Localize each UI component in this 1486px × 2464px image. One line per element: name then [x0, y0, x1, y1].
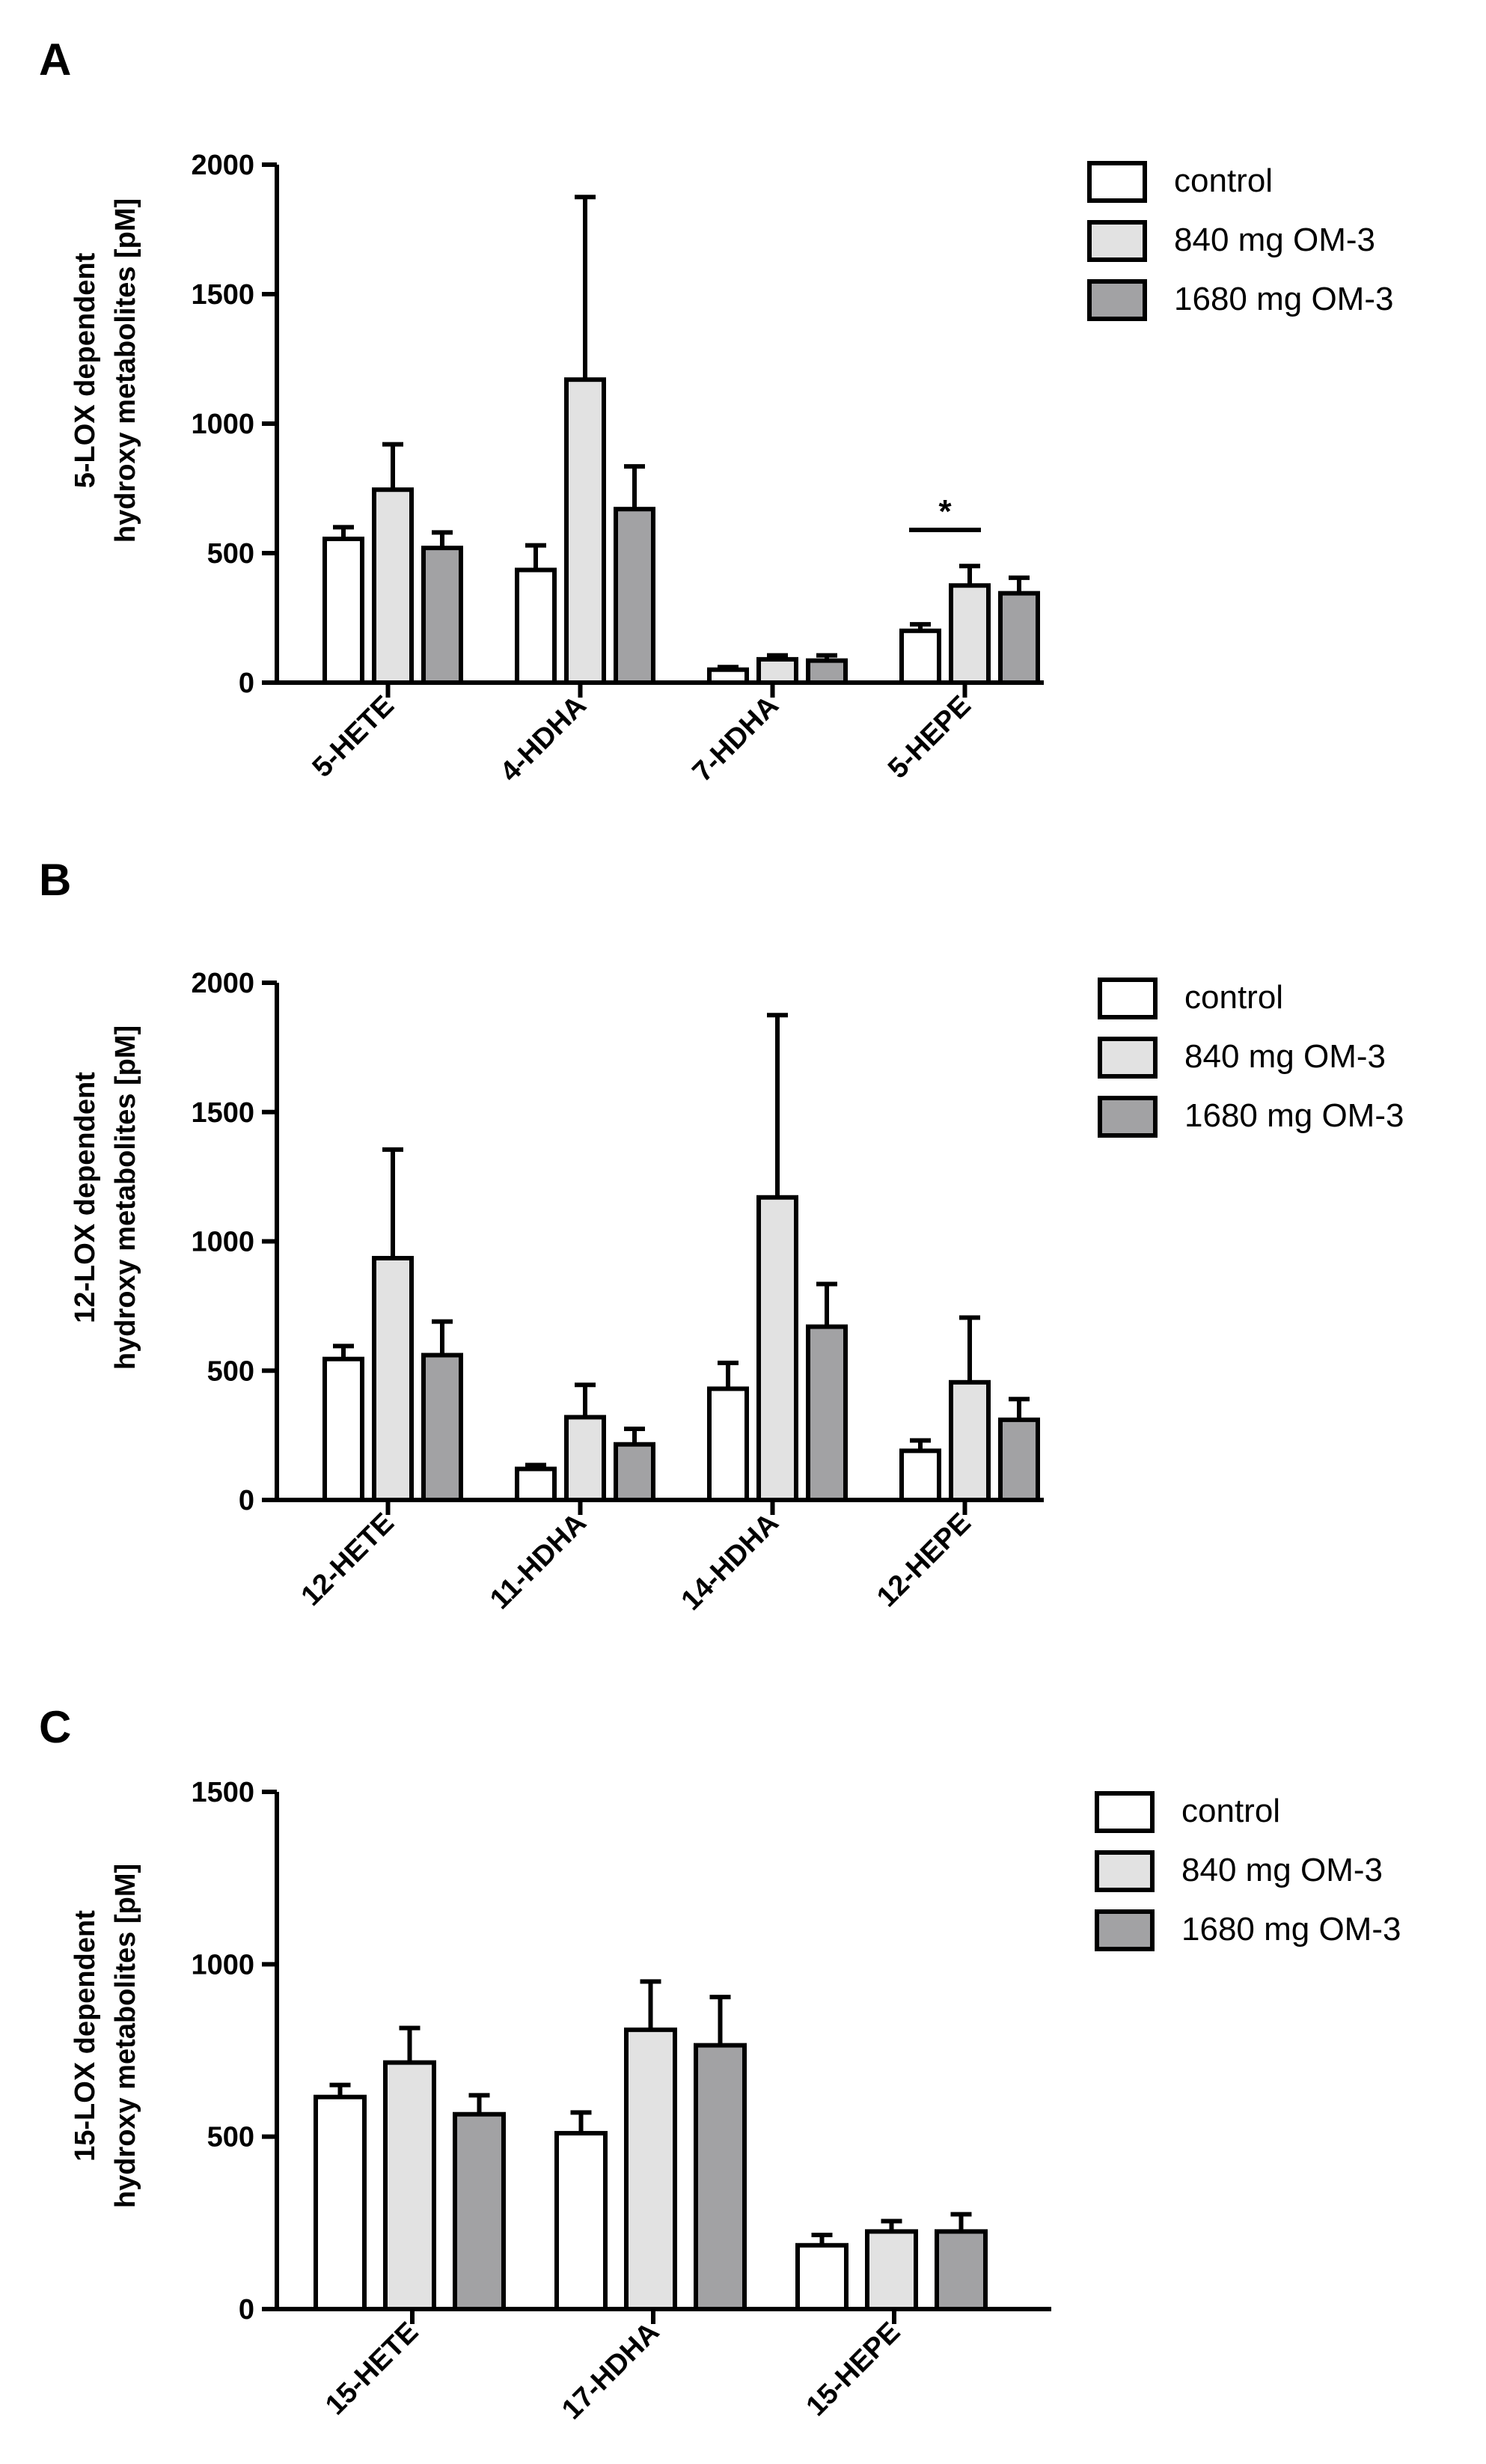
bar	[795, 2242, 849, 2311]
legend-label: 840 mg OM-3	[1184, 1038, 1386, 1075]
panel-a: A 5-LOX dependent hydroxy metabolites [p…	[39, 34, 1393, 788]
x-tick-label: 12-HEPE	[871, 1507, 977, 1614]
bar	[998, 1417, 1040, 1503]
legend-swatch	[1087, 161, 1147, 203]
x-tick-label: 11-HDHA	[484, 1507, 593, 1616]
bar	[694, 2043, 747, 2312]
bar	[614, 507, 655, 685]
bar	[554, 2131, 608, 2312]
y-tick-label: 1500	[191, 279, 254, 311]
bar	[624, 2027, 677, 2312]
bar	[949, 1379, 991, 1502]
x-tick-label: 5-HEPE	[882, 690, 977, 785]
bar	[515, 1466, 557, 1503]
y-tick-label: 1000	[191, 1949, 254, 1980]
legend-swatch	[1098, 978, 1158, 1019]
legend-label: 1680 mg OM-3	[1181, 1911, 1401, 1948]
legend-swatch	[1095, 1909, 1155, 1951]
x-tick-label: 15-HETE	[319, 2317, 424, 2421]
y-tick-label: 0	[239, 668, 254, 699]
significance-marker: *	[938, 493, 952, 530]
bar	[806, 658, 848, 686]
bar	[453, 2111, 506, 2312]
x-tick-label: 4-HDHA	[495, 690, 593, 788]
y-axis-label: hydroxy metabolites [pM]	[110, 1025, 141, 1370]
x-tick-label: 15-HEPE	[801, 2317, 907, 2423]
x-tick-label: 17-HDHA	[556, 2317, 665, 2426]
x-tick-label: 14-HDHA	[676, 1507, 785, 1617]
y-tick-label: 1500	[191, 1777, 254, 1808]
y-tick-label: 2000	[191, 150, 254, 181]
y-tick-label: 500	[207, 2122, 254, 2153]
bar	[707, 1386, 749, 1503]
y-tick-label: 0	[239, 1485, 254, 1516]
x-tick-label: 12-HETE	[296, 1507, 400, 1612]
legend-label: control	[1181, 1793, 1280, 1829]
panel-label: B	[39, 855, 71, 905]
y-tick-label: 0	[239, 2294, 254, 2326]
y-axis-label: 5-LOX dependent	[70, 252, 101, 488]
legend-swatch	[1095, 1791, 1155, 1833]
bar	[372, 487, 414, 685]
bar	[421, 1353, 463, 1503]
legend-label: 1680 mg OM-3	[1174, 281, 1393, 317]
y-tick-label: 500	[207, 538, 254, 570]
bar	[899, 628, 941, 685]
panel-label: A	[39, 34, 71, 85]
legend-swatch	[1095, 1850, 1155, 1892]
x-tick-label: 5-HETE	[307, 690, 400, 784]
panel-c: C 15-LOX dependent hydroxy metabolites […	[39, 1702, 1401, 2426]
plot-area: 0 500 1000 1500 2000 5-HETE 4-HDHA 7-HDHA 5-HEPE…	[191, 150, 1044, 788]
bar	[421, 546, 463, 686]
legend-label: control	[1174, 162, 1273, 199]
legend-swatch	[1087, 279, 1147, 321]
y-tick-label: 500	[207, 1355, 254, 1387]
bar	[899, 1448, 941, 1502]
bar	[949, 583, 991, 685]
bar	[806, 1324, 848, 1503]
bar	[998, 591, 1040, 686]
y-axis-label: 15-LOX dependent	[70, 1910, 101, 2162]
legend: control 840 mg OM-3 1680 mg OM-3	[1087, 161, 1393, 321]
bar	[756, 1195, 798, 1502]
legend-swatch	[1098, 1037, 1158, 1079]
legend-label: 840 mg OM-3	[1181, 1852, 1383, 1888]
legend-swatch	[1087, 220, 1147, 262]
y-axis-label: hydroxy metabolites [pM]	[110, 198, 141, 543]
legend: control 840 mg OM-3 1680 mg OM-3	[1098, 978, 1404, 1138]
y-tick-label: 1000	[191, 409, 254, 440]
bar	[865, 2229, 918, 2312]
bar	[383, 2060, 436, 2311]
y-axis-label: hydroxy metabolites [pM]	[110, 1864, 141, 2208]
legend-label: control	[1184, 979, 1283, 1016]
bar	[935, 2229, 988, 2312]
bar	[614, 1442, 655, 1503]
bar	[314, 2094, 367, 2311]
plot-area: 0 500 1000 1500 15-HETE 17-HDHA 15-HEPE	[191, 1777, 1051, 2426]
bar	[564, 1415, 606, 1502]
y-tick-label: 1000	[191, 1227, 254, 1258]
panel-label: C	[39, 1702, 71, 1752]
bar	[756, 656, 798, 685]
bar	[372, 1255, 414, 1503]
legend-label: 840 mg OM-3	[1174, 222, 1375, 258]
y-tick-label: 2000	[191, 968, 254, 999]
plot-area: 0 500 1000 1500 2000 12-HETE 11-HDHA 14-HDHA 12-…	[191, 968, 1044, 1617]
panel-b: B 12-LOX dependent hydroxy metabolites […	[39, 855, 1404, 1617]
bar	[707, 667, 749, 686]
bar	[515, 567, 557, 685]
legend-swatch	[1098, 1096, 1158, 1138]
bar	[322, 1356, 364, 1503]
legend-label: 1680 mg OM-3	[1184, 1097, 1404, 1134]
y-axis-label: 12-LOX dependent	[70, 1072, 101, 1323]
bar	[322, 536, 364, 685]
bar	[564, 377, 606, 685]
x-tick-label: 7-HDHA	[687, 690, 785, 788]
legend: control 840 mg OM-3 1680 mg OM-3	[1095, 1791, 1401, 1951]
y-tick-label: 1500	[191, 1097, 254, 1129]
